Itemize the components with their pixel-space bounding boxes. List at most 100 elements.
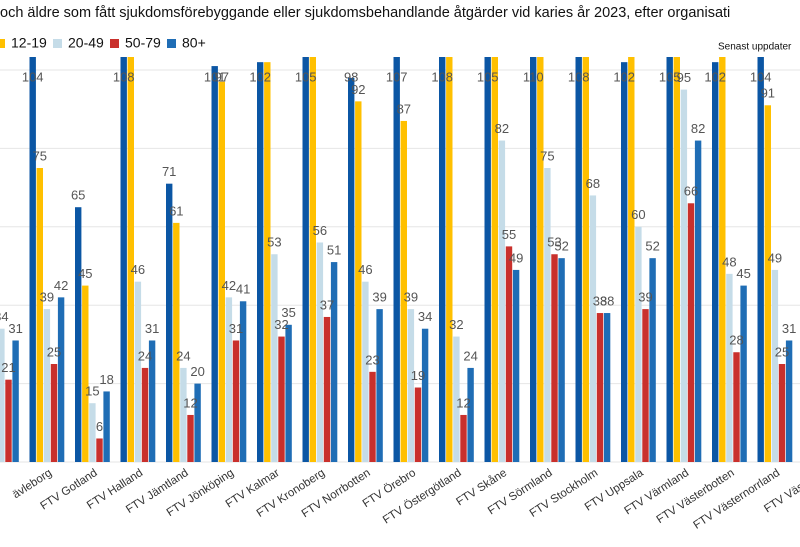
- bar: [719, 57, 726, 462]
- bar: [764, 105, 771, 462]
- bar: [211, 66, 218, 462]
- data-label: 60: [631, 207, 645, 222]
- data-label: 105: [295, 69, 317, 84]
- data-label: 28: [729, 333, 743, 348]
- data-label: 19: [411, 368, 425, 383]
- bar: [141, 367, 149, 462]
- bar: [309, 57, 316, 462]
- bar: [173, 222, 180, 462]
- bar: [148, 340, 156, 462]
- legend-swatch: [0, 39, 5, 48]
- data-label: 75: [540, 148, 554, 163]
- legend-label: 50-79: [125, 35, 161, 51]
- bar: [596, 313, 604, 462]
- bar: [712, 62, 719, 462]
- bar: [362, 281, 369, 462]
- bar: [453, 336, 460, 462]
- data-label: 38: [600, 293, 614, 308]
- bar: [484, 57, 491, 463]
- data-label: 102: [613, 69, 635, 84]
- legend-label: 12-19: [11, 35, 47, 51]
- data-labels: 34 21 31 104 75 39 25 42 65 45 15 6 18 108 46 24 31 71 61 2…: [0, 69, 796, 433]
- bar: [257, 62, 264, 462]
- bar: [271, 254, 278, 462]
- bar: [103, 391, 110, 462]
- bar: [36, 168, 43, 462]
- bar: [50, 364, 58, 462]
- update-note: Senast uppdater: [718, 42, 792, 53]
- data-label: 37: [320, 297, 334, 312]
- bar: [635, 226, 642, 462]
- data-label: 91: [761, 86, 775, 101]
- bar: [57, 297, 65, 462]
- data-label: 61: [169, 203, 183, 218]
- data-label: 75: [33, 148, 47, 163]
- legend-swatch: [110, 39, 119, 48]
- bar: [127, 57, 134, 462]
- bar: [687, 203, 695, 462]
- data-label: 31: [145, 321, 159, 336]
- data-label: 25: [47, 344, 61, 359]
- data-label: 39: [372, 290, 386, 305]
- data-label: 65: [71, 188, 85, 203]
- data-label: 31: [782, 321, 796, 336]
- data-label: 45: [736, 266, 750, 281]
- bar: [376, 309, 383, 462]
- bar: [414, 387, 422, 462]
- data-label: 18: [99, 372, 113, 387]
- bar: [407, 309, 415, 462]
- bar: [575, 57, 582, 462]
- data-label: 39: [404, 290, 418, 305]
- bar: [187, 414, 194, 462]
- data-label: 53: [267, 235, 281, 250]
- data-label: 97: [215, 69, 229, 84]
- bar: [757, 57, 764, 462]
- bar: [733, 352, 740, 462]
- data-label: 45: [78, 266, 92, 281]
- chart-title: och äldre som fått sjukdomsförebyggande …: [0, 5, 730, 21]
- data-label: 49: [768, 250, 782, 265]
- data-label: 48: [722, 254, 736, 269]
- bar: [460, 414, 467, 462]
- data-label: 39: [638, 290, 652, 305]
- data-label: 110: [523, 69, 544, 84]
- bar: [43, 309, 51, 462]
- bar: [740, 285, 747, 462]
- bar: [589, 195, 597, 462]
- data-label: 12: [456, 395, 470, 410]
- bar: [544, 168, 551, 462]
- data-label: 12: [183, 395, 197, 410]
- data-label: 15: [85, 384, 99, 399]
- data-label: 42: [54, 278, 68, 293]
- bar: [467, 367, 474, 462]
- bar: [278, 336, 285, 462]
- bar: [694, 140, 702, 462]
- bar: [285, 324, 292, 462]
- bar: [82, 285, 89, 462]
- bar: [666, 57, 673, 463]
- data-label: 68: [586, 176, 600, 191]
- data-label: 55: [502, 227, 516, 242]
- bar: [642, 309, 649, 462]
- data-label: 107: [386, 69, 408, 84]
- data-label: 95: [677, 70, 691, 85]
- bar: [0, 328, 5, 462]
- data-label: 56: [313, 223, 327, 238]
- data-label: 31: [229, 321, 243, 336]
- bar: [75, 207, 82, 462]
- bar: [421, 328, 429, 462]
- bar: [530, 57, 537, 463]
- data-label: 52: [645, 239, 659, 254]
- bar: [369, 371, 376, 462]
- data-label: 23: [365, 352, 379, 367]
- legend-swatch: [167, 39, 176, 48]
- data-label: 102: [249, 69, 271, 84]
- data-label: 46: [131, 262, 145, 277]
- data-label: 66: [684, 184, 698, 199]
- data-label: 34: [0, 309, 9, 324]
- bar: [225, 297, 233, 462]
- bar: [628, 57, 635, 462]
- bar: [302, 57, 309, 463]
- data-label: 41: [236, 282, 250, 297]
